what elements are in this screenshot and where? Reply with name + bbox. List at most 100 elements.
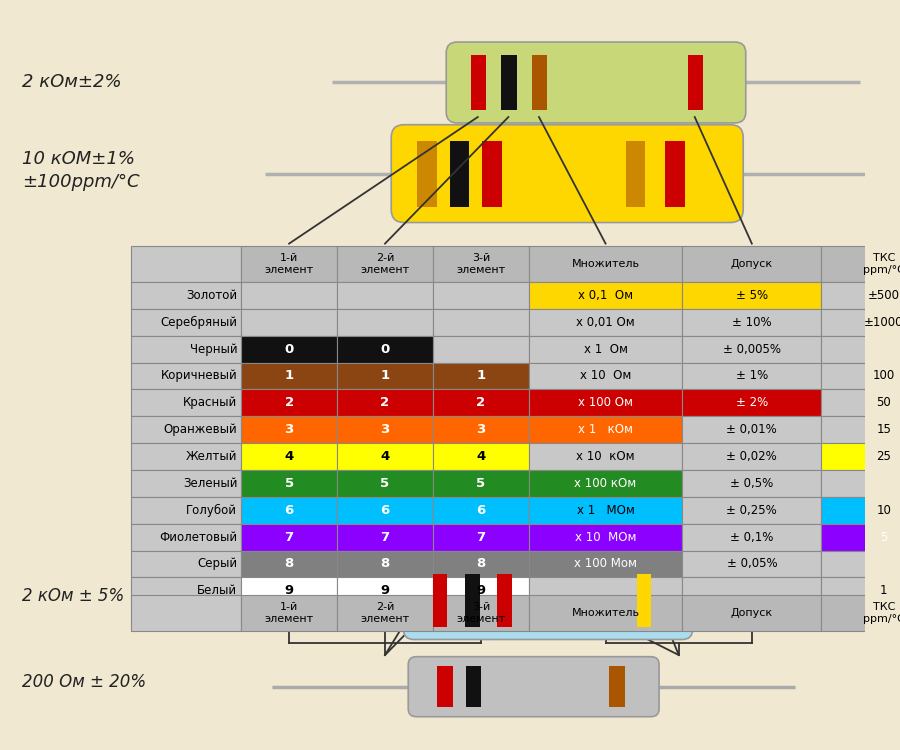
Bar <box>241 443 338 470</box>
Bar <box>338 550 433 578</box>
Text: 3-й
элемент: 3-й элемент <box>456 602 506 624</box>
Text: 2 кОм±2%: 2 кОм±2% <box>22 74 122 92</box>
Bar <box>529 496 682 523</box>
Bar <box>130 282 241 309</box>
Text: x 0,01 Ом: x 0,01 Ом <box>576 316 635 328</box>
Bar <box>338 362 433 389</box>
Text: 9: 9 <box>476 584 485 597</box>
Bar <box>682 389 822 416</box>
Bar <box>130 496 241 523</box>
Bar <box>433 550 529 578</box>
Text: 8: 8 <box>381 557 390 571</box>
Bar <box>130 309 241 336</box>
Text: x 100 Ом: x 100 Ом <box>578 396 633 410</box>
Text: Черный: Черный <box>190 343 238 355</box>
Bar <box>665 140 685 207</box>
Bar <box>338 470 433 496</box>
Bar <box>682 470 822 496</box>
Text: 100: 100 <box>873 370 895 382</box>
Bar <box>433 524 529 550</box>
Bar <box>433 470 529 496</box>
Text: x 1   кОм: x 1 кОм <box>578 423 633 436</box>
Bar <box>682 282 822 309</box>
Bar <box>822 496 900 523</box>
Text: ± 0,5%: ± 0,5% <box>730 477 773 490</box>
Text: ± 0,02%: ± 0,02% <box>726 450 778 463</box>
Text: 7: 7 <box>284 530 293 544</box>
FancyBboxPatch shape <box>446 42 746 123</box>
Bar <box>433 282 529 309</box>
Text: Серый: Серый <box>197 557 238 571</box>
Bar <box>482 140 502 207</box>
Bar <box>688 56 703 110</box>
Bar <box>464 574 480 627</box>
Text: 15: 15 <box>877 423 891 436</box>
Text: 1: 1 <box>284 370 293 382</box>
Text: ±1000: ±1000 <box>864 316 900 328</box>
Text: x 1  Ом: x 1 Ом <box>583 343 627 355</box>
Text: 5: 5 <box>476 477 485 490</box>
Text: x 100 кОм: x 100 кОм <box>574 477 636 490</box>
Text: x 10  кОм: x 10 кОм <box>576 450 634 463</box>
Bar <box>497 574 512 627</box>
Bar <box>433 245 529 282</box>
Text: Зеленый: Зеленый <box>183 477 238 490</box>
Text: 4: 4 <box>284 450 293 463</box>
Bar <box>241 578 338 604</box>
Text: Желтый: Желтый <box>185 450 238 463</box>
Bar <box>130 578 241 604</box>
Bar <box>130 336 241 362</box>
Text: 0: 0 <box>381 343 390 355</box>
Bar <box>241 470 338 496</box>
Text: 50: 50 <box>877 396 891 410</box>
Bar <box>529 362 682 389</box>
Bar <box>433 309 529 336</box>
Bar <box>130 550 241 578</box>
Bar <box>682 550 822 578</box>
Text: Множитель: Множитель <box>572 608 640 618</box>
FancyBboxPatch shape <box>409 657 659 717</box>
Text: 2-й
элемент: 2-й элемент <box>360 253 410 274</box>
Text: Допуск: Допуск <box>731 608 773 618</box>
Text: x 10  Ом: x 10 Ом <box>580 370 631 382</box>
Bar <box>529 578 682 604</box>
Text: Фиолетовый: Фиолетовый <box>159 530 238 544</box>
Bar <box>822 309 900 336</box>
Bar <box>682 578 822 604</box>
Bar <box>822 595 900 631</box>
Bar <box>130 524 241 550</box>
Bar <box>433 443 529 470</box>
Bar <box>338 416 433 443</box>
Text: 3: 3 <box>476 423 485 436</box>
Text: Серебряный: Серебряный <box>160 316 238 328</box>
Bar <box>822 550 900 578</box>
Bar <box>241 336 338 362</box>
Text: 10: 10 <box>877 504 891 517</box>
Text: 0: 0 <box>284 343 293 355</box>
Bar <box>241 309 338 336</box>
Bar <box>433 496 529 523</box>
Text: 5: 5 <box>381 477 390 490</box>
Bar <box>822 443 900 470</box>
Bar <box>822 336 900 362</box>
Bar <box>433 389 529 416</box>
Bar <box>532 56 547 110</box>
Bar <box>529 309 682 336</box>
Bar <box>241 595 338 631</box>
Bar <box>529 282 682 309</box>
Text: 2: 2 <box>381 396 390 410</box>
Bar <box>338 443 433 470</box>
Bar <box>338 595 433 631</box>
Bar <box>450 140 470 207</box>
Text: 4: 4 <box>381 450 390 463</box>
Bar <box>241 550 338 578</box>
Bar <box>608 667 626 707</box>
Text: 1: 1 <box>476 370 485 382</box>
Bar <box>822 416 900 443</box>
Bar <box>682 496 822 523</box>
Text: ±100ppm/°C: ±100ppm/°C <box>22 173 140 191</box>
Bar <box>529 416 682 443</box>
Text: ±500: ±500 <box>868 289 900 302</box>
Text: x 10  МОм: x 10 МОм <box>575 530 636 544</box>
Text: 200 Ом ± 20%: 200 Ом ± 20% <box>22 673 147 691</box>
